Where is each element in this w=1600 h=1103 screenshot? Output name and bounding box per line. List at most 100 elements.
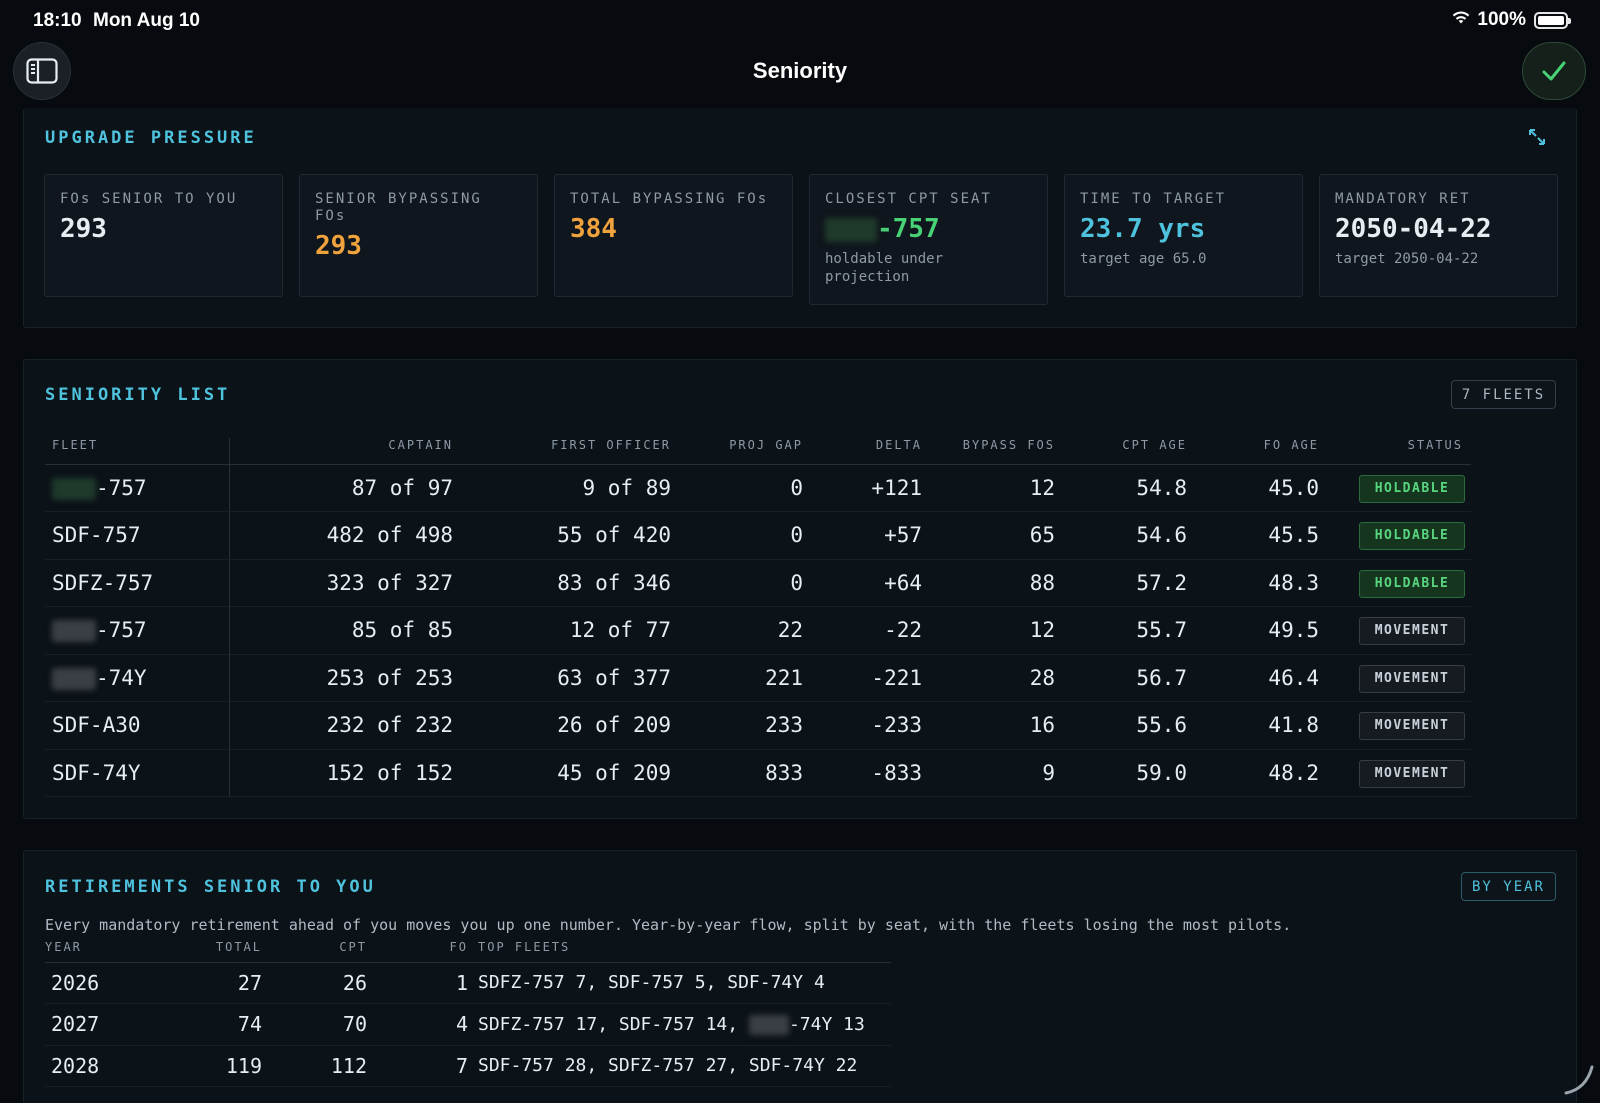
proj-gap-cell: 0 xyxy=(671,511,803,560)
card-value: 23.7 yrs xyxy=(1080,214,1206,244)
table-row: 2026 27 26 1 SDFZ-757 7, SDF-757 5, SDF-… xyxy=(45,962,891,1004)
table-row[interactable]: -757 85 of 85 12 of 77 22 -22 12 55.7 49… xyxy=(45,606,1471,655)
column-header[interactable]: DELTA xyxy=(803,438,922,465)
fo-age-cell: 46.4 xyxy=(1187,654,1319,702)
metric-card-fos-senior: FOs SENIOR TO YOU 293 xyxy=(44,174,283,297)
table-row[interactable]: SDF-74Y 152 of 152 45 of 209 833 -833 9 … xyxy=(45,749,1471,797)
cpt-age-cell: 54.8 xyxy=(1055,464,1187,512)
metric-card-closest-cpt-seat: CLOSEST CPT SEAT -757 holdable under pro… xyxy=(809,174,1048,305)
status-badge: MOVEMENT xyxy=(1359,617,1465,646)
column-header[interactable]: FLEET xyxy=(45,438,230,465)
column-header[interactable]: CAPTAIN xyxy=(229,438,453,465)
fo-cell: 7 xyxy=(367,1045,468,1087)
by-year-button[interactable]: BY YEAR xyxy=(1461,872,1556,901)
bypass-cell: 9 xyxy=(922,749,1055,797)
column-header[interactable]: BYPASS FOS xyxy=(922,438,1055,465)
fo-cell: 55 of 420 xyxy=(453,511,671,560)
captain-cell: 232 of 232 xyxy=(229,701,453,750)
table-header-row: FLEET CAPTAIN FIRST OFFICER PROJ GAP DEL… xyxy=(45,438,1471,465)
done-button[interactable] xyxy=(1522,42,1586,100)
expand-icon[interactable] xyxy=(1528,128,1546,150)
wifi-icon xyxy=(1451,9,1471,31)
metric-card-time-to-target: TIME TO TARGET 23.7 yrs target age 65.0 xyxy=(1064,174,1303,297)
fleet-cell: SDF-74Y xyxy=(45,749,230,797)
fleet-cell: -74Y xyxy=(45,654,230,702)
bypass-cell: 65 xyxy=(922,511,1055,560)
table-header-row: YEAR TOTAL CPT FO TOP FLEETS xyxy=(45,940,891,963)
redacted-fleet-prefix xyxy=(52,620,96,643)
captain-cell: 482 of 498 xyxy=(229,511,453,560)
card-value: 2050-04-22 xyxy=(1335,214,1492,244)
table-row[interactable]: -757 87 of 97 9 of 89 0 +121 12 54.8 45.… xyxy=(45,464,1471,512)
fo-cell: 45 of 209 xyxy=(453,749,671,797)
bypass-cell: 12 xyxy=(922,464,1055,512)
redacted-fleet-prefix xyxy=(52,667,96,690)
card-value: 293 xyxy=(60,214,107,244)
card-label: TIME TO TARGET xyxy=(1080,191,1227,207)
cpt-age-cell: 55.7 xyxy=(1055,606,1187,655)
fo-cell: 9 of 89 xyxy=(453,464,671,512)
upgrade-pressure-panel: UPGRADE PRESSURE FOs SENIOR TO YOU 293 S… xyxy=(23,108,1577,328)
status-badge: MOVEMENT xyxy=(1359,759,1465,788)
status-bar: 18:10 Mon Aug 10 100% xyxy=(0,0,1600,44)
column-header[interactable]: CPT AGE xyxy=(1055,438,1187,465)
retirements-description: Every mandatory retirement ahead of you … xyxy=(45,916,1292,934)
captain-cell: 85 of 85 xyxy=(229,606,453,655)
delta-cell: -221 xyxy=(803,654,922,702)
column-header[interactable]: FIRST OFFICER xyxy=(453,438,671,465)
fo-cell: 12 of 77 xyxy=(453,606,671,655)
metric-card-senior-bypassing: SENIOR BYPASSING FOs 293 xyxy=(299,174,538,297)
total-cell: 27 xyxy=(145,962,262,1004)
total-cell: 74 xyxy=(145,1003,262,1046)
status-badge: MOVEMENT xyxy=(1359,664,1465,693)
fleet-cell: -757 xyxy=(45,464,230,512)
bypass-cell: 16 xyxy=(922,701,1055,750)
delta-cell: +121 xyxy=(803,464,922,512)
column-header[interactable]: FO AGE xyxy=(1187,438,1319,465)
upgrade-pressure-title: UPGRADE PRESSURE xyxy=(45,128,257,148)
bypass-cell: 12 xyxy=(922,606,1055,655)
cpt-cell: 112 xyxy=(262,1045,367,1087)
cpt-cell: 70 xyxy=(262,1003,367,1046)
card-sub: target age 65.0 xyxy=(1080,251,1207,267)
sidebar-icon xyxy=(26,58,58,84)
fleet-cell: SDF-A30 xyxy=(45,701,230,750)
total-cell: 119 xyxy=(145,1045,262,1087)
fleet-name: -74Y xyxy=(96,665,147,690)
cpt-age-cell: 55.6 xyxy=(1055,701,1187,750)
column-header: FO xyxy=(367,940,468,963)
redacted-fleet-prefix xyxy=(52,477,96,500)
table-row[interactable]: SDF-A30 232 of 232 26 of 209 233 -233 16… xyxy=(45,701,1471,750)
fleet-cell: -757 xyxy=(45,606,230,655)
cpt-age-cell: 56.7 xyxy=(1055,654,1187,702)
column-header[interactable]: PROJ GAP xyxy=(671,438,803,465)
metric-card-total-bypassing: TOTAL BYPASSING FOs 384 xyxy=(554,174,793,297)
table-row[interactable]: -74Y 253 of 253 63 of 377 221 -221 28 56… xyxy=(45,654,1471,702)
fo-cell: 83 of 346 xyxy=(453,559,671,607)
delta-cell: +64 xyxy=(803,559,922,607)
proj-gap-cell: 221 xyxy=(671,654,803,702)
column-header: TOTAL xyxy=(145,940,262,963)
cpt-cell: 26 xyxy=(262,962,367,1004)
card-label: TOTAL BYPASSING FOs xyxy=(570,191,769,207)
fo-age-cell: 45.5 xyxy=(1187,511,1319,560)
fleet-count-button[interactable]: 7 FLEETS xyxy=(1451,380,1556,409)
card-sub: target 2050-04-22 xyxy=(1335,251,1479,267)
table-row[interactable]: SDFZ-757 323 of 327 83 of 346 0 +64 88 5… xyxy=(45,559,1471,607)
bypass-cell: 28 xyxy=(922,654,1055,702)
column-header[interactable]: STATUS xyxy=(1319,438,1471,465)
captain-cell: 152 of 152 xyxy=(229,749,453,797)
seniority-table: FLEET CAPTAIN FIRST OFFICER PROJ GAP DEL… xyxy=(45,438,1471,797)
table-row[interactable]: SDF-757 482 of 498 55 of 420 0 +57 65 54… xyxy=(45,511,1471,560)
status-cell: MOVEMENT xyxy=(1319,606,1471,655)
fo-age-cell: 45.0 xyxy=(1187,464,1319,512)
card-label: MANDATORY RET xyxy=(1335,191,1471,207)
status-badge: HOLDABLE xyxy=(1359,522,1465,551)
captain-cell: 253 of 253 xyxy=(229,654,453,702)
battery-percent: 100% xyxy=(1477,9,1526,30)
delta-cell: -22 xyxy=(803,606,922,655)
cpt-age-cell: 57.2 xyxy=(1055,559,1187,607)
top-fleets-text: -74Y 13 xyxy=(788,1013,865,1035)
card-value: -757 xyxy=(825,214,1032,244)
sidebar-toggle-button[interactable] xyxy=(13,42,71,100)
